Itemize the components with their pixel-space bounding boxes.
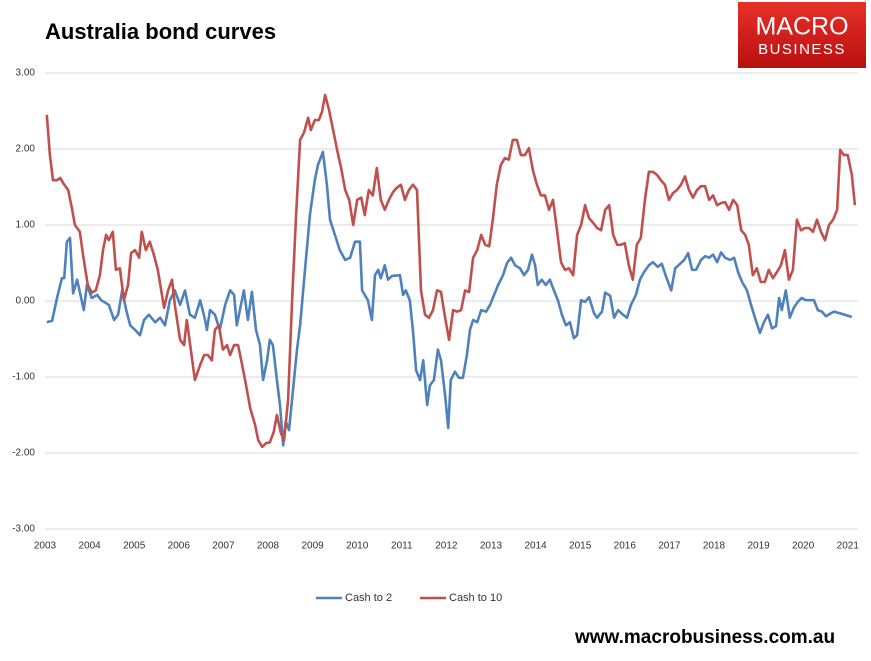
x-tick-label: 2021	[837, 541, 860, 552]
y-tick-label: 0.00	[16, 296, 36, 307]
chart-title: Australia bond curves	[45, 19, 276, 44]
x-tick-label: 2003	[34, 541, 57, 552]
x-tick-label: 2015	[569, 541, 592, 552]
x-tick-label: 2013	[480, 541, 503, 552]
x-tick-label: 2009	[301, 541, 324, 552]
x-tick-label: 2008	[257, 541, 280, 552]
logo-text: MACRO	[755, 13, 848, 41]
y-tick-label: 3.00	[16, 68, 36, 79]
x-tick-label: 2010	[346, 541, 369, 552]
y-tick-label: 2.00	[16, 144, 36, 155]
website: www.macrobusiness.com.au	[574, 627, 835, 648]
legend-label: Cash to 10	[449, 592, 502, 604]
y-tick-label: 1.00	[16, 220, 36, 231]
y-tick-label: -2.00	[12, 448, 35, 459]
x-tick-label: 2019	[747, 541, 770, 552]
line	[46, 150, 853, 447]
legend-label: Cash to 2	[345, 592, 392, 604]
line	[45, 93, 857, 449]
x-tick-label: 2020	[792, 541, 815, 552]
x-tick-label: 2017	[658, 541, 681, 552]
x-tick-label: 2014	[524, 541, 547, 552]
x-tick-label: 2011	[391, 541, 413, 552]
x-tick-label: 2005	[123, 541, 146, 552]
x-tick-label: 2016	[614, 541, 637, 552]
y-tick-label: -3.00	[12, 524, 35, 535]
logo-box	[738, 2, 866, 68]
x-tick-label: 2018	[703, 541, 726, 552]
y-tick-label: -1.00	[12, 372, 35, 383]
x-tick-label: 2007	[212, 541, 235, 552]
x-tick-label: 2006	[168, 541, 191, 552]
logo-text: BUSINESS	[758, 41, 846, 58]
x-tick-label: 2012	[435, 541, 458, 552]
x-tick-label: 2004	[78, 541, 101, 552]
